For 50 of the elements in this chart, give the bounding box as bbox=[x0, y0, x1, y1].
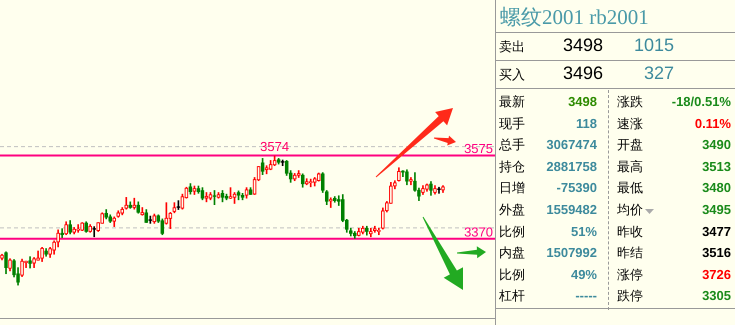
text: 昨结 bbox=[617, 245, 643, 262]
text: 118 bbox=[576, 116, 597, 131]
text: 昨收 bbox=[617, 224, 643, 241]
text: 买入 bbox=[499, 67, 525, 84]
text: 1507992 bbox=[546, 245, 597, 260]
text: 3490 bbox=[702, 137, 731, 152]
text: -18/0.51% bbox=[672, 94, 731, 109]
text: 螺纹2001 rb2001 bbox=[500, 4, 649, 31]
text: 比例 bbox=[499, 224, 525, 241]
text: 49% bbox=[570, 266, 597, 282]
text: 现手 bbox=[499, 116, 525, 133]
text: 3480 bbox=[702, 180, 731, 196]
y-tick-label: 3575 bbox=[464, 141, 493, 156]
text: 3477 bbox=[702, 224, 731, 239]
text: 最低 bbox=[617, 180, 643, 198]
text: 51% bbox=[570, 224, 597, 239]
text: 0.11% bbox=[694, 116, 731, 131]
text: 内盘 bbox=[499, 245, 525, 262]
text: ----- bbox=[575, 288, 597, 304]
text: 持仓 bbox=[499, 158, 525, 176]
text: 3495 bbox=[702, 202, 731, 217]
y-tick-label: 3370 bbox=[464, 224, 493, 240]
text: 总手 bbox=[499, 137, 525, 154]
annotation: 3574 bbox=[260, 139, 290, 154]
text: 涨跌 bbox=[617, 94, 643, 111]
text: 杠杆 bbox=[499, 288, 525, 306]
text: 最高 bbox=[617, 158, 643, 176]
text: 3516 bbox=[702, 245, 731, 260]
text: 均价 bbox=[617, 202, 643, 219]
text: 1559482 bbox=[546, 202, 597, 217]
text: -75390 bbox=[556, 180, 597, 196]
text: 速涨 bbox=[617, 116, 643, 133]
text: 2881758 bbox=[546, 158, 597, 174]
text: 3498 bbox=[563, 35, 604, 56]
text: 1015 bbox=[634, 35, 674, 56]
text: 日增 bbox=[499, 180, 525, 198]
text: 外盘 bbox=[499, 202, 525, 219]
text: 跌停 bbox=[617, 288, 643, 306]
text: 3067474 bbox=[546, 137, 597, 152]
text: 3513 bbox=[702, 158, 731, 174]
text: 卖出 bbox=[499, 39, 525, 56]
text: 最新 bbox=[499, 94, 525, 111]
text: 327 bbox=[644, 63, 674, 84]
text: 涨停 bbox=[617, 266, 643, 284]
text: 比例 bbox=[499, 266, 525, 284]
text: 开盘 bbox=[617, 137, 643, 154]
text: 3726 bbox=[702, 266, 731, 282]
text: 3305 bbox=[702, 288, 731, 304]
text: 3496 bbox=[563, 63, 604, 84]
text: 3498 bbox=[568, 94, 597, 109]
